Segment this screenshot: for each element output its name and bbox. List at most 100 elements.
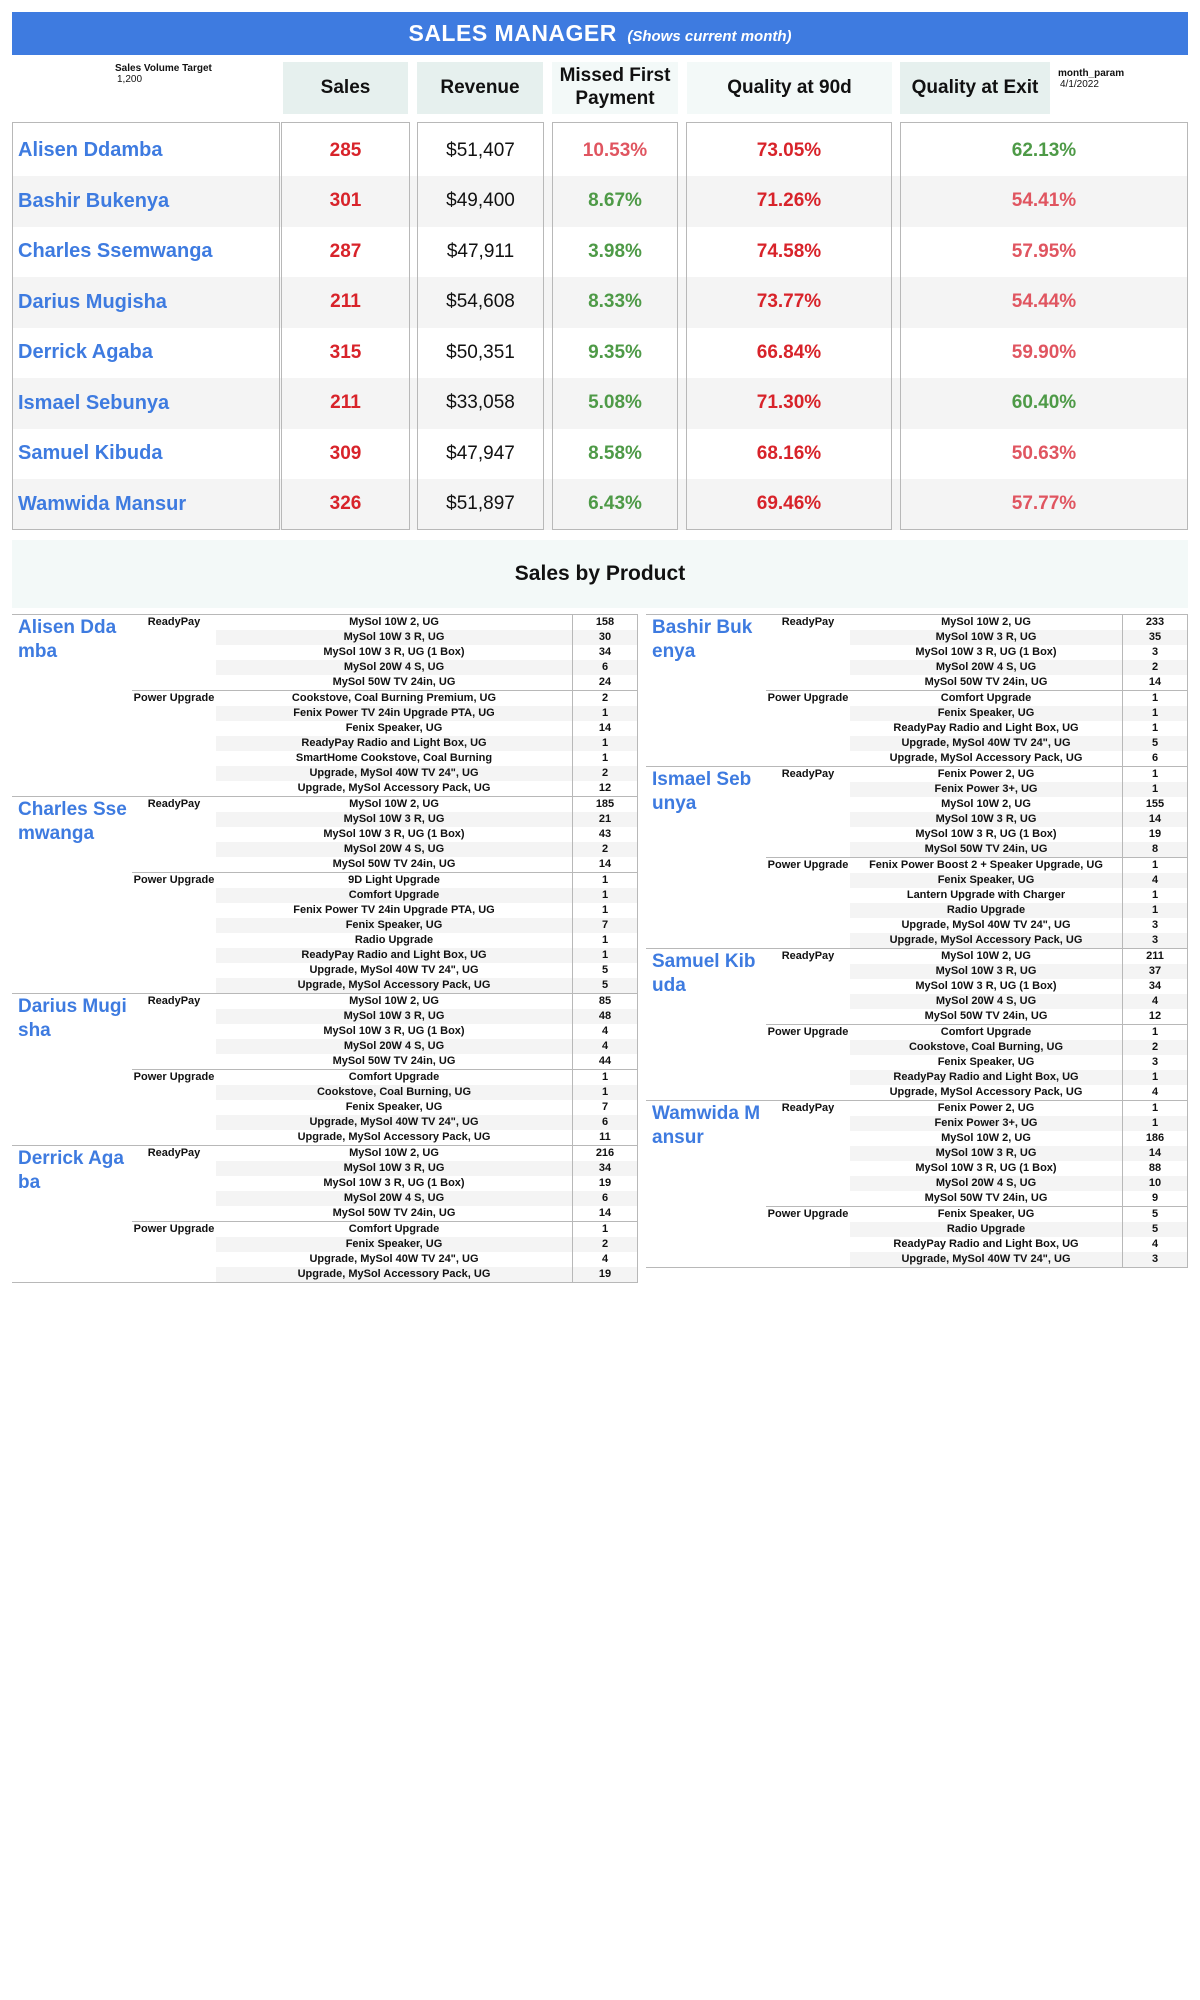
product-row: Fenix Speaker, UG 7 [216, 1100, 638, 1115]
product-name: MySol 10W 2, UG [850, 615, 1123, 630]
product-count: 10 [1123, 1176, 1188, 1191]
product-name: Upgrade, MySol 40W TV 24", UG [216, 1252, 573, 1267]
product-count: 6 [573, 660, 638, 675]
products-right-column: Bashir Bukenya ReadyPay MySol 10W 2, UG 233… [646, 614, 1188, 1268]
product-row: MySol 10W 3 R, UG 37 [850, 964, 1188, 979]
agent-product-name: Darius Mugisha [18, 996, 127, 1041]
agent-row: Bashir Bukenya 301 $49,400 8.67% 71.26% 54.41… [12, 175, 1188, 227]
product-count: 24 [573, 675, 638, 690]
product-count: 4 [573, 1024, 638, 1039]
product-row: MySol 10W 3 R, UG (1 Box) 88 [850, 1161, 1188, 1176]
product-count: 185 [573, 797, 638, 812]
product-row: MySol 50W TV 24in, UG 14 [850, 675, 1188, 690]
product-name: ReadyPay Radio and Light Box, UG [216, 948, 573, 963]
agent-name: Wamwida Mansur [18, 492, 187, 515]
product-name: Upgrade, MySol 40W TV 24", UG [850, 918, 1123, 933]
product-name: Comfort Upgrade [850, 691, 1123, 706]
agent-sales: 309 [329, 442, 362, 464]
product-name: MySol 10W 2, UG [850, 1131, 1123, 1146]
product-name: MySol 20W 4 S, UG [216, 1191, 573, 1206]
product-count: 48 [573, 1009, 638, 1024]
product-name: Comfort Upgrade [216, 1222, 573, 1237]
product-row: Comfort Upgrade 1 [850, 1025, 1188, 1040]
product-name: Upgrade, MySol Accessory Pack, UG [216, 1130, 573, 1145]
product-name: MySol 10W 2, UG [850, 949, 1123, 964]
sales-column-border [281, 122, 410, 530]
product-name: Fenix Power 3+, UG [850, 782, 1123, 797]
product-name: MySol 50W TV 24in, UG [850, 1009, 1123, 1024]
product-name: MySol 10W 3 R, UG (1 Box) [850, 827, 1123, 842]
product-name: ReadyPay Radio and Light Box, UG [216, 736, 573, 751]
product-count: 233 [1123, 615, 1188, 630]
product-count: 1 [1123, 1025, 1188, 1040]
agent-missed: 5.08% [588, 392, 642, 413]
agent-missed: 9.35% [588, 341, 642, 363]
agent-sales: 301 [329, 190, 362, 211]
agent-missed: 3.98% [588, 240, 642, 262]
product-count: 9 [1123, 1191, 1188, 1206]
product-count: 19 [573, 1176, 638, 1191]
product-group-power-upgrade: Power Upgrade Comfort Upgrade 1 Fenix Speak… [766, 690, 1188, 766]
product-row: SmartHome Cookstove, Coal Burning 1 [216, 751, 638, 766]
product-name: MySol 50W TV 24in, UG [216, 1206, 573, 1221]
agent-revenue: $51,407 [446, 139, 515, 161]
product-name: MySol 50W TV 24in, UG [216, 857, 573, 872]
agent-revenue: $47,911 [446, 240, 515, 262]
product-name: Cookstove, Coal Burning Premium, UG [216, 691, 573, 706]
product-row: Fenix Power 2, UG 1 [850, 767, 1188, 782]
product-row: Fenix Power TV 24in Upgrade PTA, UG 1 [216, 706, 638, 721]
product-row: Fenix Power 3+, UG 1 [850, 1116, 1188, 1131]
product-count: 1 [1123, 706, 1188, 721]
product-name: Radio Upgrade [850, 903, 1123, 918]
product-count: 1 [1123, 1116, 1188, 1131]
product-count: 4 [1123, 994, 1188, 1009]
month-param-value: 4/1/2022 [1060, 79, 1099, 90]
product-row: MySol 50W TV 24in, UG 24 [216, 675, 638, 690]
sales-target-value: 1,200 [117, 74, 143, 85]
product-name: MySol 50W TV 24in, UG [850, 675, 1123, 690]
product-group-readypay: ReadyPay Fenix Power 2, UG 1 Fenix Power 3+… [766, 1101, 1188, 1206]
product-row: MySol 10W 2, UG 185 [216, 797, 638, 812]
product-name: MySol 20W 4 S, UG [850, 1176, 1123, 1191]
product-row: MySol 20W 4 S, UG 6 [216, 1191, 638, 1206]
product-row: MySol 10W 3 R, UG 21 [216, 812, 638, 827]
agent-row: Samuel Kibuda 309 $47,947 8.58% 68.16% 50.63% [12, 428, 1188, 479]
product-name: MySol 10W 3 R, UG [850, 964, 1123, 979]
product-name: Fenix Speaker, UG [216, 1100, 573, 1115]
product-name: MySol 10W 3 R, UG [216, 1161, 573, 1176]
product-count: 11 [573, 1130, 638, 1145]
product-count: 6 [573, 1115, 638, 1130]
product-name: Radio Upgrade [216, 933, 573, 948]
product-row: MySol 50W TV 24in, UG 8 [850, 842, 1188, 857]
product-row: Comfort Upgrade 1 [216, 1222, 638, 1237]
product-group-label: Power Upgrade [767, 859, 849, 871]
product-name: Fenix Speaker, UG [850, 706, 1123, 721]
product-row: MySol 20W 4 S, UG 4 [216, 1039, 638, 1054]
product-count: 19 [573, 1267, 638, 1282]
product-count: 34 [573, 1161, 638, 1176]
sales-target-block: Sales Volume Target 1,200 [115, 63, 212, 85]
product-name: Fenix Power 2, UG [850, 767, 1123, 782]
agent-missed: 6.43% [588, 493, 642, 514]
product-group-power-upgrade: Power Upgrade Comfort Upgrade 1 Fenix Speak… [132, 1221, 638, 1282]
product-count: 4 [573, 1252, 638, 1267]
product-count: 1 [573, 1070, 638, 1085]
product-count: 211 [1123, 949, 1188, 964]
product-row: Upgrade, MySol 40W TV 24", UG 5 [216, 963, 638, 978]
product-group-readypay: ReadyPay MySol 10W 2, UG 85 MySol 10W 3 R, … [132, 994, 638, 1069]
product-row: MySol 10W 3 R, UG 48 [216, 1009, 638, 1024]
product-row: Upgrade, MySol 40W TV 24", UG 5 [850, 736, 1188, 751]
agent-q90: 71.26% [756, 190, 822, 211]
product-group-label: Power Upgrade [767, 1208, 849, 1220]
product-row: MySol 10W 3 R, UG (1 Box) 3 [850, 645, 1188, 660]
product-row: ReadyPay Radio and Light Box, UG 1 [850, 721, 1188, 736]
product-row: MySol 10W 3 R, UG (1 Box) 43 [216, 827, 638, 842]
agent-product-block: Wamwida Mansur ReadyPay Fenix Power 2, UG 1… [646, 1100, 1188, 1268]
product-row: Radio Upgrade 1 [216, 933, 638, 948]
product-row: Fenix Speaker, UG 3 [850, 1055, 1188, 1070]
product-count: 1 [573, 751, 638, 766]
product-group-label: ReadyPay [147, 1147, 201, 1159]
product-name: Fenix Power Boost 2 + Speaker Upgrade, U… [850, 858, 1123, 873]
product-name: Radio Upgrade [850, 1222, 1123, 1237]
product-name: Fenix Speaker, UG [216, 1237, 573, 1252]
